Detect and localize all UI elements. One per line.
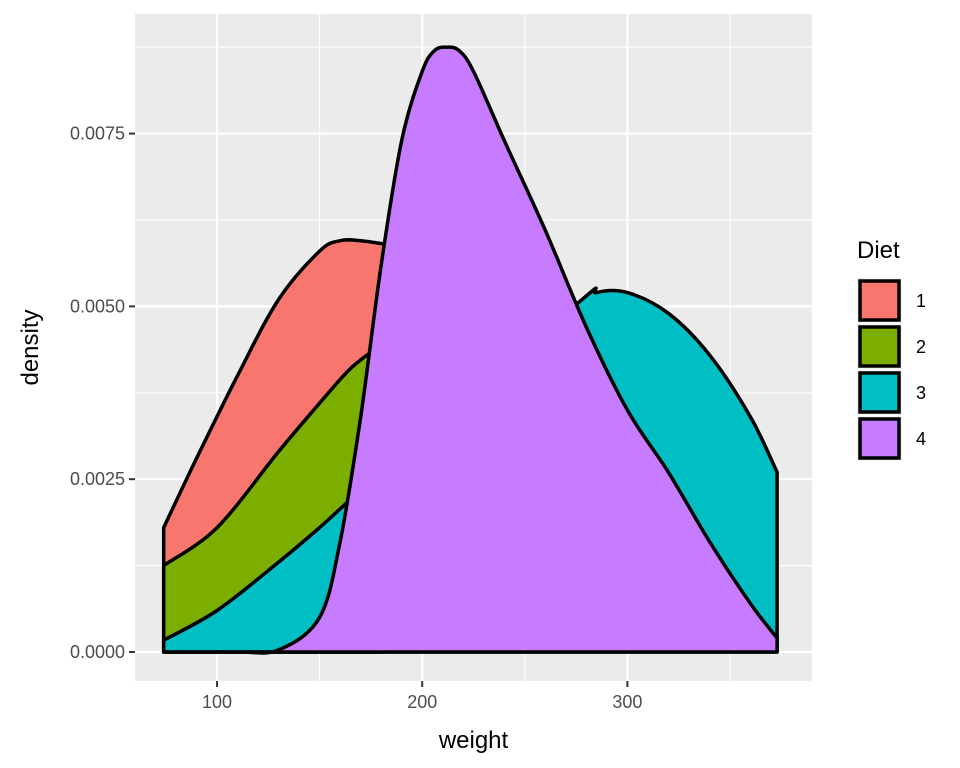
x-tick-label: 300	[612, 692, 642, 712]
legend-key-diet-1	[858, 279, 901, 322]
x-tick-label: 200	[407, 692, 437, 712]
legend-label-diet-1: 1	[916, 291, 926, 311]
y-tick-label: 0.0075	[70, 124, 125, 144]
y-tick-label: 0.0025	[70, 469, 125, 489]
legend-key-diet-4	[858, 417, 901, 460]
y-tick-label: 0.0000	[70, 642, 125, 662]
legend: Diet 1 2 3 4	[857, 237, 926, 461]
x-tick-label: 100	[202, 692, 232, 712]
legend-title: Diet	[857, 237, 900, 264]
legend-label-diet-3: 3	[916, 383, 926, 403]
y-tick-label: 0.0050	[70, 296, 125, 316]
legend-label-diet-2: 2	[916, 337, 926, 357]
y-axis-title: density	[17, 309, 44, 385]
y-axis: 0.0000 0.0025 0.0050 0.0075	[70, 124, 135, 662]
legend-label-diet-4: 4	[916, 429, 926, 449]
legend-key-diet-3	[858, 371, 901, 414]
x-axis-title: weight	[438, 727, 509, 754]
x-axis: 100 200 300	[202, 681, 642, 712]
density-areas	[161, 45, 779, 655]
legend-key-diet-2	[858, 325, 901, 368]
density-area-diet-4	[161, 45, 779, 655]
